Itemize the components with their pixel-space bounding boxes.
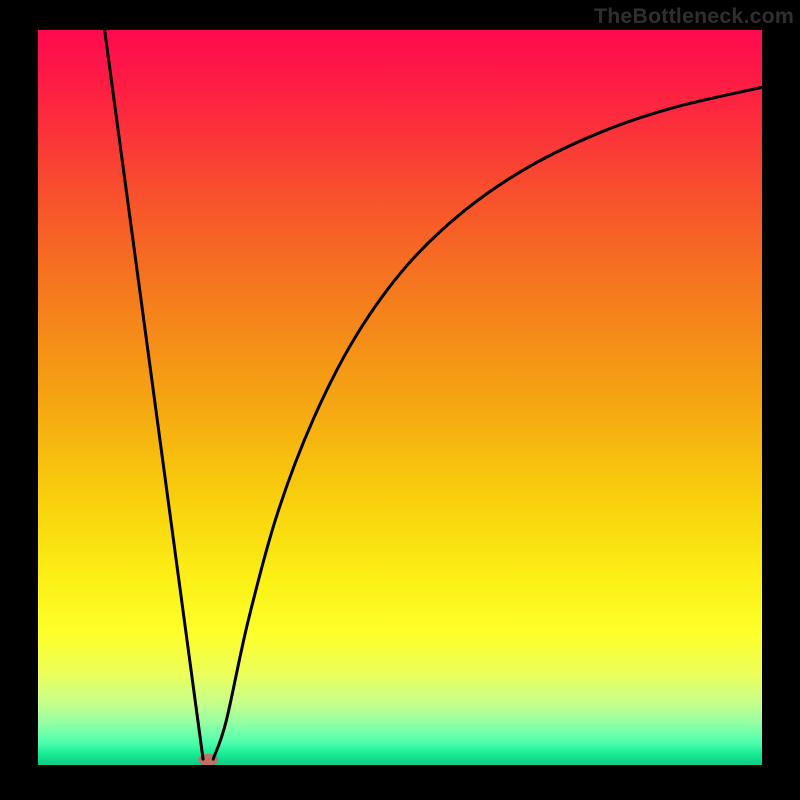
chart-frame: TheBottleneck.com	[0, 0, 800, 800]
bottleneck-chart	[0, 0, 800, 800]
plot-background	[38, 30, 762, 765]
watermark-label: TheBottleneck.com	[588, 0, 800, 35]
